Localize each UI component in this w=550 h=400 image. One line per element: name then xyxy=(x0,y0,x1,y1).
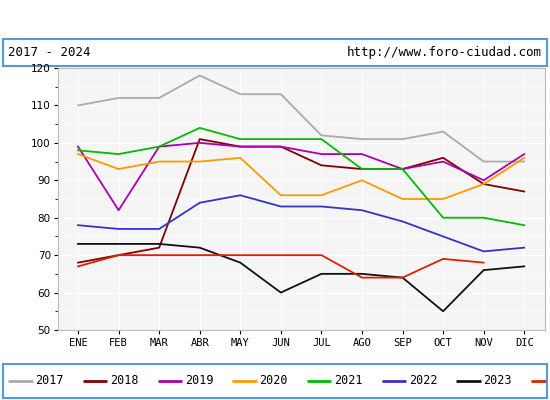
Text: 2021: 2021 xyxy=(334,374,362,388)
Text: 2022: 2022 xyxy=(409,374,437,388)
Text: 2017 - 2024: 2017 - 2024 xyxy=(8,46,91,59)
Text: Evolucion del paro registrado en Férez: Evolucion del paro registrado en Férez xyxy=(68,10,482,28)
Text: 2020: 2020 xyxy=(260,374,288,388)
Text: 2017: 2017 xyxy=(35,374,64,388)
Text: 2018: 2018 xyxy=(110,374,139,388)
Text: http://www.foro-ciudad.com: http://www.foro-ciudad.com xyxy=(347,46,542,59)
Text: 2019: 2019 xyxy=(185,374,213,388)
Text: 2023: 2023 xyxy=(483,374,512,388)
